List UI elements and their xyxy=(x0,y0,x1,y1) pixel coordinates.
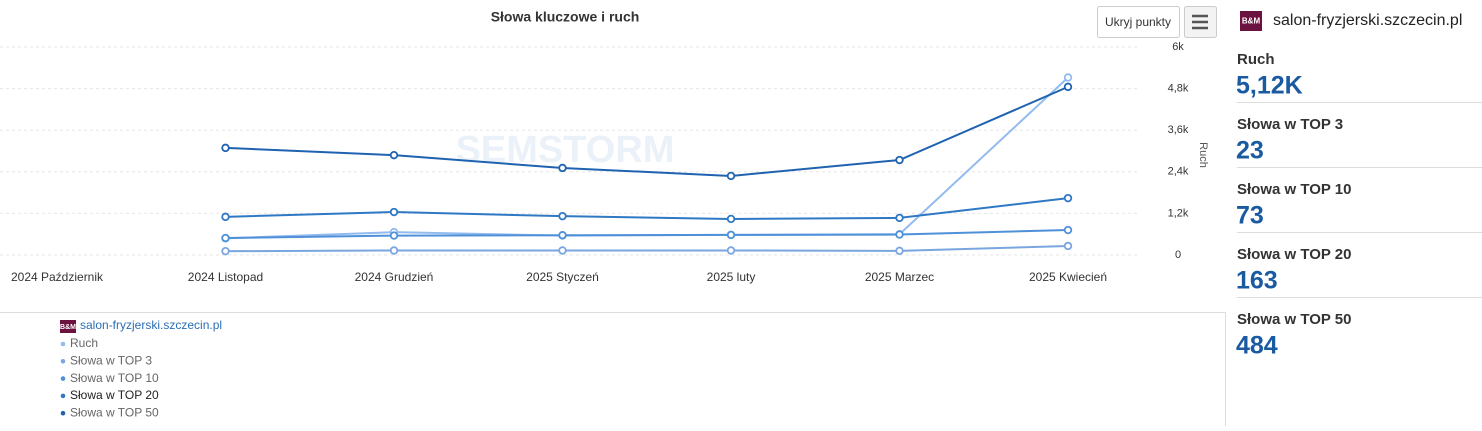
series-line xyxy=(225,197,1069,220)
legend-marker xyxy=(60,410,66,416)
metric-label: Słowa w TOP 20 xyxy=(1237,246,1352,263)
x-tick-label: 2025 luty xyxy=(707,270,756,284)
legend-marker xyxy=(60,393,66,399)
data-point xyxy=(895,246,904,256)
metric-label: Słowa w TOP 3 xyxy=(1237,116,1343,133)
data-point xyxy=(389,246,399,255)
data-point xyxy=(1063,193,1073,203)
data-point xyxy=(558,211,567,221)
y-tick-label: 2,4k xyxy=(1168,166,1189,178)
x-tick-label: 2025 Styczeń xyxy=(526,270,599,284)
data-point xyxy=(221,143,230,153)
data-point xyxy=(895,213,904,223)
menu-icon xyxy=(1192,14,1208,30)
data-point xyxy=(221,246,230,256)
x-tick-label: 2024 Listopad xyxy=(188,270,263,284)
legend-marker xyxy=(60,341,66,347)
legend-item: Słowa w TOP 20 xyxy=(70,388,159,402)
data-point xyxy=(1063,73,1073,82)
data-point xyxy=(895,155,904,165)
data-point xyxy=(895,230,904,239)
y-tick-label: 1,2k xyxy=(1168,207,1189,219)
legend-marker xyxy=(60,359,66,364)
y-tick-label: 3,6k xyxy=(1168,124,1189,136)
menu-button[interactable] xyxy=(1184,6,1217,38)
data-point xyxy=(558,163,567,173)
legend-item: Słowa w TOP 50 xyxy=(70,405,159,419)
legend-logo-text: B&M xyxy=(60,324,76,331)
series-line xyxy=(225,85,1069,177)
metric-label: Ruch xyxy=(1237,51,1275,68)
metric-value: 163 xyxy=(1236,267,1278,295)
legend-item: Słowa w TOP 10 xyxy=(70,371,159,385)
data-point xyxy=(221,233,230,243)
x-tick-label: 2025 Marzec xyxy=(865,270,934,284)
y-tick-label: 0 xyxy=(1175,249,1181,261)
legend-logo xyxy=(60,320,76,333)
site-logo xyxy=(1240,11,1262,31)
legend-marker xyxy=(60,376,66,381)
x-tick-label: 2024 Grudzień xyxy=(355,270,434,284)
x-tick-label: 2024 Październik xyxy=(11,270,104,284)
data-point xyxy=(1063,82,1073,92)
metric-value: 5,12K xyxy=(1236,72,1303,100)
metric-value: 73 xyxy=(1236,202,1264,230)
legend-title: salon-fryzjerski.szczecin.pl xyxy=(80,318,222,332)
metric-label: Słowa w TOP 50 xyxy=(1237,311,1352,328)
button-label: Ukryj punkty xyxy=(1105,15,1171,29)
metric-label: Słowa w TOP 10 xyxy=(1237,181,1352,198)
y-axis-label: Ruch xyxy=(1197,142,1209,168)
site-logo-text: B&M xyxy=(1242,17,1261,26)
chart-title: Słowa kluczowe i ruch xyxy=(491,9,640,25)
data-point xyxy=(389,150,399,160)
series-line xyxy=(225,229,1069,240)
legend-item: Ruch xyxy=(70,336,98,350)
data-point xyxy=(726,246,736,255)
x-tick-label: 2025 Kwiecień xyxy=(1029,270,1107,284)
data-point xyxy=(558,231,567,240)
data-point xyxy=(389,207,399,217)
data-point xyxy=(726,171,736,181)
site-name: salon-fryzjerski.szczecin.pl xyxy=(1273,12,1462,29)
button-frame xyxy=(1097,6,1180,38)
data-point xyxy=(726,214,736,224)
data-point xyxy=(1063,225,1073,235)
data-point xyxy=(726,230,736,240)
y-tick-label: 4,8k xyxy=(1168,83,1189,95)
data-point xyxy=(558,246,567,255)
series-line xyxy=(225,244,1069,253)
hide-points-button[interactable]: Ukryj punkty xyxy=(1097,6,1180,38)
watermark: SEMSTORM xyxy=(456,129,675,171)
legend-item: Słowa w TOP 3 xyxy=(70,353,152,367)
metric-value: 23 xyxy=(1236,137,1264,165)
metric-value: 484 xyxy=(1236,332,1278,360)
data-point xyxy=(1063,241,1073,251)
data-point xyxy=(221,212,230,222)
data-point xyxy=(389,231,399,240)
y-tick-label: 6k xyxy=(1172,41,1184,53)
